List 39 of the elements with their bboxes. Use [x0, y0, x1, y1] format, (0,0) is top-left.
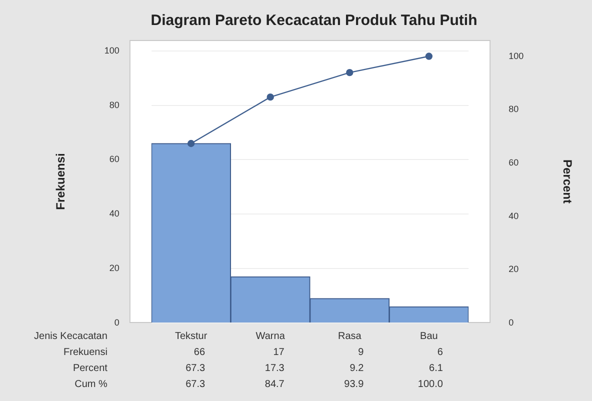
data-label: 17: [273, 346, 285, 358]
data-label: 9: [358, 346, 364, 358]
y-axis-title: Frekuensi: [54, 153, 68, 210]
point: [425, 52, 433, 60]
data-label: 6: [437, 346, 444, 358]
y2-tick-label: 20: [508, 264, 519, 274]
data-label: 67.3: [186, 378, 206, 390]
point: [266, 93, 274, 101]
y-tick-label: 60: [109, 154, 120, 164]
data-label: 84.7: [264, 378, 285, 390]
text: 67.3: [186, 362, 206, 374]
data-label: 93.9: [344, 378, 364, 390]
x-tick-label: Bau: [420, 330, 438, 342]
point: [187, 140, 195, 148]
y2-tick-label: 80: [508, 104, 519, 114]
x-tick-label: Tekstur: [174, 330, 208, 342]
y-tick-label: 0: [114, 317, 120, 328]
data-label: 66: [194, 346, 206, 358]
x-tick-label: Rasa: [338, 330, 362, 342]
text: Percent: [72, 362, 108, 374]
text: 9.2: [350, 362, 364, 374]
y2-axis-title: Percent: [560, 159, 574, 204]
y2-tick-label: 40: [508, 210, 519, 221]
text: 6.1: [429, 362, 444, 374]
x-axis-title: Jenis Kecacatan: [34, 330, 108, 342]
y-tick-label: 40: [109, 208, 120, 219]
x-tick-label: Warna: [256, 330, 286, 342]
point: [346, 68, 354, 76]
y-tick-label: 80: [109, 100, 120, 110]
y-tick-label: 100: [104, 45, 120, 56]
y2-tick-label: 60: [508, 157, 519, 168]
text: 17.3: [264, 362, 285, 374]
text: Frekuensi: [64, 346, 108, 358]
y2-tick-label: 100: [508, 50, 524, 61]
data-label: 100.0: [418, 378, 444, 390]
y2-tick-label: 0: [508, 317, 514, 328]
y-tick-label: 20: [109, 263, 120, 274]
text: Cum %: [74, 378, 108, 390]
chart-title: Diagram Pareto Kecacatan Produk Tahu Putih: [150, 12, 478, 30]
